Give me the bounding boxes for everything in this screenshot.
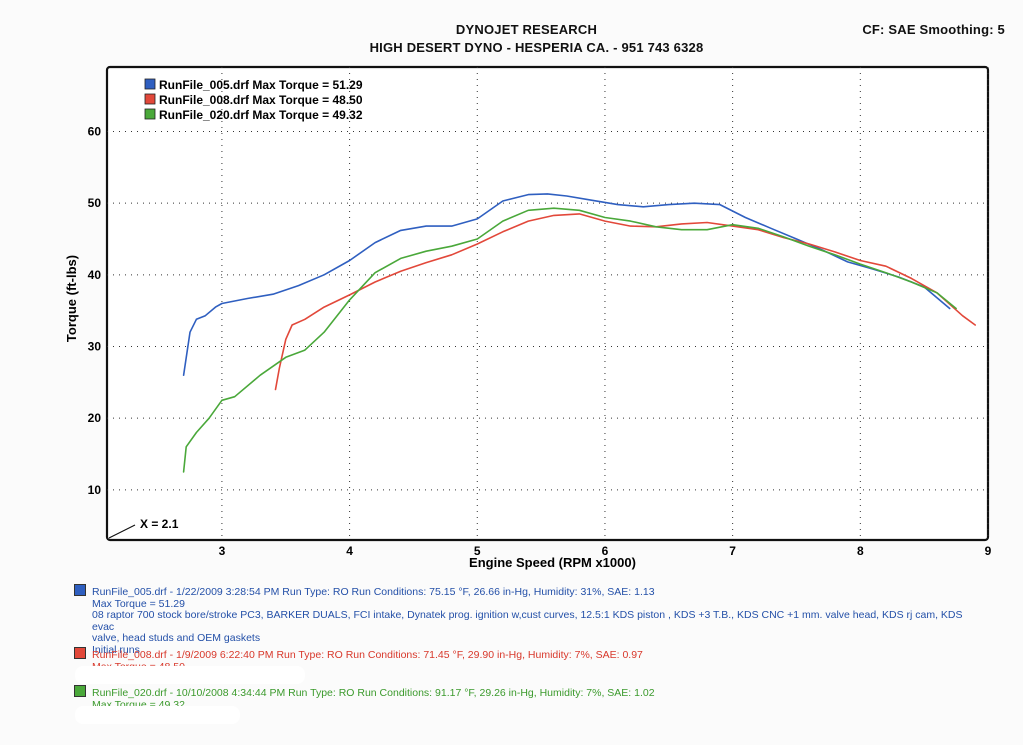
run-info-005: RunFile_005.drf - 1/22/2009 3:28:54 PM R… (74, 584, 974, 656)
y-axis-label: Torque (ft-lbs) (64, 255, 79, 342)
green-swatch-icon (74, 685, 86, 697)
legend-swatch-3 (144, 108, 156, 120)
y-tick-label: 50 (88, 196, 102, 210)
legend-entry-1: RunFile_005.drf Max Torque = 51.29 (159, 78, 363, 92)
run-005-max-torque: Max Torque = 51.29 (92, 597, 185, 610)
legend-swatch-2 (144, 93, 156, 105)
redaction-blur (75, 666, 305, 684)
x-tick-label: 8 (857, 544, 864, 558)
axes: 3 4 5 6 7 8 9 10 20 30 40 50 60 X = 2.1 Engine Speed (… (64, 125, 992, 571)
correction-factor-label: CF: SAE Smoothing: 5 (862, 22, 1005, 37)
x-tick-label: 9 (985, 544, 992, 558)
y-tick-label: 30 (88, 340, 102, 354)
run-info-020: RunFile_020.drf - 10/10/2008 4:34:44 PM … (74, 685, 974, 711)
x-origin-label: X = 2.1 (140, 517, 179, 531)
x-axis-label: Engine Speed (RPM x1000) (469, 555, 636, 570)
run-020-header: RunFile_020.drf - 10/10/2008 4:34:44 PM … (92, 687, 655, 699)
y-tick-label: 20 (88, 411, 102, 425)
x-tick-label: 5 (474, 544, 481, 558)
run-005-notes: 08 raptor 700 stock bore/stroke PC3, BAR… (92, 609, 963, 633)
run-005-notes-cont: valve, head studs and OEM gaskets (92, 632, 261, 644)
legend-entry-3: RunFile_020.drf Max Torque = 49.32 (159, 108, 363, 122)
plot-frame (105, 65, 990, 542)
legend: RunFile_005.drf Max Torque = 51.29RunFil… (144, 78, 363, 122)
run-005-comment: Initial runs (92, 643, 140, 656)
chart-subtitle: HIGH DESERT DYNO - HESPERIA CA. - 951 74… (369, 40, 704, 55)
plot-lines (182, 193, 976, 473)
series-line-2 (274, 213, 976, 391)
run-008-header: RunFile_008.drf - 1/9/2009 6:22:40 PM Ru… (92, 649, 643, 661)
legend-swatch-1 (144, 78, 156, 90)
x-origin-mark (108, 524, 136, 539)
y-tick-label: 10 (88, 483, 102, 497)
series-line-3 (182, 207, 957, 473)
x-tick-label: 3 (219, 544, 226, 558)
y-tick-label: 60 (88, 125, 102, 139)
blue-swatch-icon (74, 584, 86, 596)
chart-title: DYNOJET RESEARCH (455, 22, 598, 37)
x-tick-label: 7 (729, 544, 736, 558)
legend-entry-2: RunFile_008.drf Max Torque = 48.50 (159, 93, 363, 107)
grid (105, 65, 990, 542)
run-020-max-torque: Max Torque = 49.32 (92, 698, 185, 711)
redaction-blur (75, 706, 240, 724)
run-005-header: RunFile_005.drf - 1/22/2009 3:28:54 PM R… (92, 586, 655, 598)
red-swatch-icon (74, 647, 86, 659)
x-tick-label: 4 (346, 544, 353, 558)
y-tick-label: 40 (88, 268, 102, 282)
x-tick-label: 6 (602, 544, 609, 558)
